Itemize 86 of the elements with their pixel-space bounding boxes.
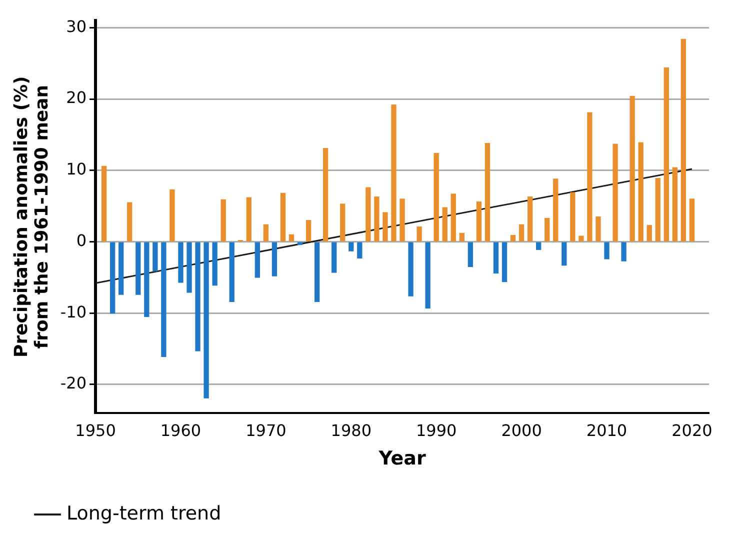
bar: [204, 242, 209, 398]
y-tick-label: -20: [60, 374, 87, 393]
bar: [357, 242, 362, 259]
bar: [195, 242, 200, 352]
bar: [152, 242, 158, 272]
bar: [332, 242, 337, 273]
bar: [527, 196, 533, 242]
bar: [655, 178, 660, 242]
bar: [578, 236, 584, 242]
bar: [493, 242, 499, 274]
x-tick-label: 1960: [160, 420, 202, 440]
bar: [630, 96, 635, 242]
bar: [459, 232, 464, 242]
bar: [272, 242, 278, 276]
bar: [220, 199, 226, 242]
bar: [646, 225, 652, 242]
x-axis-title: Year: [378, 448, 426, 470]
y-tick-label: 10: [66, 160, 87, 179]
bar: [553, 178, 558, 242]
x-tick-label: 1950: [75, 420, 116, 440]
bar: [323, 148, 328, 242]
bar: [587, 112, 592, 242]
x-tick-label: 2010: [586, 420, 628, 440]
y-tick-label: 0: [76, 230, 87, 250]
bar: [186, 242, 192, 293]
bar: [664, 67, 669, 242]
bar: [170, 189, 175, 242]
bar: [366, 187, 371, 242]
bar: [340, 204, 346, 242]
bar: [468, 242, 474, 268]
bar: [127, 202, 132, 242]
y-tick-label: 20: [66, 88, 87, 108]
x-tick-label: 1990: [416, 420, 457, 440]
bar: [638, 142, 644, 242]
x-tick-label: 2020: [672, 420, 712, 440]
bar: [672, 167, 678, 242]
bar: [314, 242, 320, 302]
legend-label: Long-term trend: [66, 502, 222, 524]
bar: [306, 220, 312, 242]
bar: [680, 38, 686, 242]
bar: [596, 216, 601, 242]
y-axis-title: Precipitation anomalies (%) from the 1961-1990 mean: [11, 76, 53, 358]
bar: [288, 234, 294, 242]
bar: [689, 198, 695, 242]
bar: [246, 197, 252, 242]
bar: [374, 196, 380, 242]
x-tick-label: 1970: [246, 420, 286, 440]
bar: [280, 192, 286, 242]
bar: [254, 242, 260, 278]
bar: [101, 166, 107, 242]
bar: [144, 242, 150, 318]
bar: [442, 207, 448, 242]
bar: [570, 192, 576, 242]
x-tick-label: 2000: [501, 420, 542, 440]
x-tick-label: 1980: [330, 420, 372, 440]
bar: [408, 242, 414, 296]
bar: [348, 242, 354, 252]
bar: [518, 224, 524, 242]
bar: [604, 242, 610, 260]
bar: [161, 242, 166, 357]
y-tick-label: -10: [60, 302, 87, 322]
bar: [263, 224, 269, 242]
bar: [178, 242, 184, 283]
bar: [229, 242, 234, 302]
bar: [502, 242, 508, 282]
bar: [434, 152, 439, 242]
bar: [110, 242, 116, 314]
bar: [382, 212, 388, 242]
bar: [450, 194, 456, 242]
bar: [212, 242, 218, 286]
bar: [484, 142, 490, 242]
bar: [136, 242, 141, 295]
bar: [118, 242, 124, 295]
bar: [476, 201, 482, 242]
bar: [400, 198, 405, 242]
bar: [612, 144, 618, 242]
bar: [536, 242, 542, 250]
y-tick-label: 30: [66, 16, 87, 36]
bar: [425, 242, 430, 308]
bar: [562, 242, 567, 266]
bar: [510, 235, 516, 242]
bar: [391, 104, 396, 242]
bar: [416, 226, 422, 242]
bar: [297, 242, 303, 245]
bar: [621, 242, 626, 262]
bar: [544, 218, 550, 242]
